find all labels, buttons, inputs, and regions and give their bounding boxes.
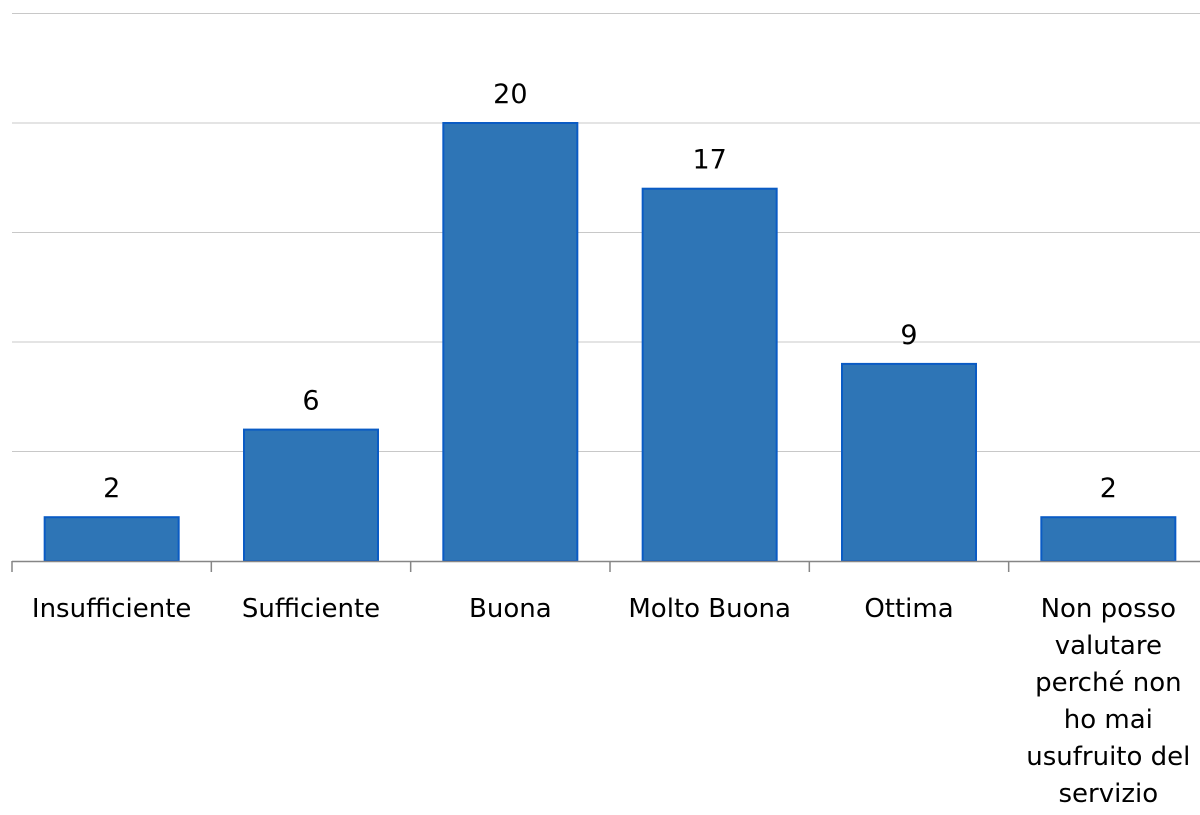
category-label: Buona <box>469 594 552 624</box>
bars <box>43 122 1177 563</box>
data-label: 20 <box>493 79 527 110</box>
bar <box>43 516 180 563</box>
category-label-line: ho mai <box>1064 705 1153 735</box>
x-axis <box>11 560 1200 572</box>
category-label-line: servizio <box>1059 779 1159 809</box>
category-label-line: Molto Buona <box>628 594 791 624</box>
category-label-line: perché non <box>1035 668 1182 698</box>
bar <box>1040 516 1177 563</box>
data-label: 17 <box>692 145 726 176</box>
bar <box>243 428 379 562</box>
gridlines <box>12 13 1200 452</box>
category-label-line: Sufficiente <box>242 594 380 624</box>
category-label: Molto Buona <box>628 594 791 624</box>
category-label-line: Insufficiente <box>32 594 192 624</box>
category-label-line: Non posso <box>1041 594 1177 624</box>
bar <box>841 362 977 562</box>
category-label-line: Buona <box>469 594 552 624</box>
category-label: Sufficiente <box>242 594 380 624</box>
category-labels: Insufficiente Sufficiente Buona Molto Buona… <box>32 594 1190 809</box>
data-label: 2 <box>103 473 120 504</box>
bar <box>641 187 778 562</box>
category-label: Insufficiente <box>32 594 192 624</box>
category-label: Non posso valutare perché non ho mai usufrui… <box>1026 594 1190 809</box>
category-label: Ottima <box>864 594 953 624</box>
data-label: 6 <box>302 386 319 417</box>
data-label: 9 <box>900 320 917 351</box>
category-label-line: valutare <box>1055 631 1162 661</box>
data-label: 2 <box>1100 473 1117 504</box>
category-label-line: Ottima <box>864 594 953 624</box>
category-label-line: usufruito del <box>1026 742 1190 772</box>
bar <box>442 122 579 562</box>
data-labels: 2 6 20 17 9 2 <box>103 79 1117 504</box>
